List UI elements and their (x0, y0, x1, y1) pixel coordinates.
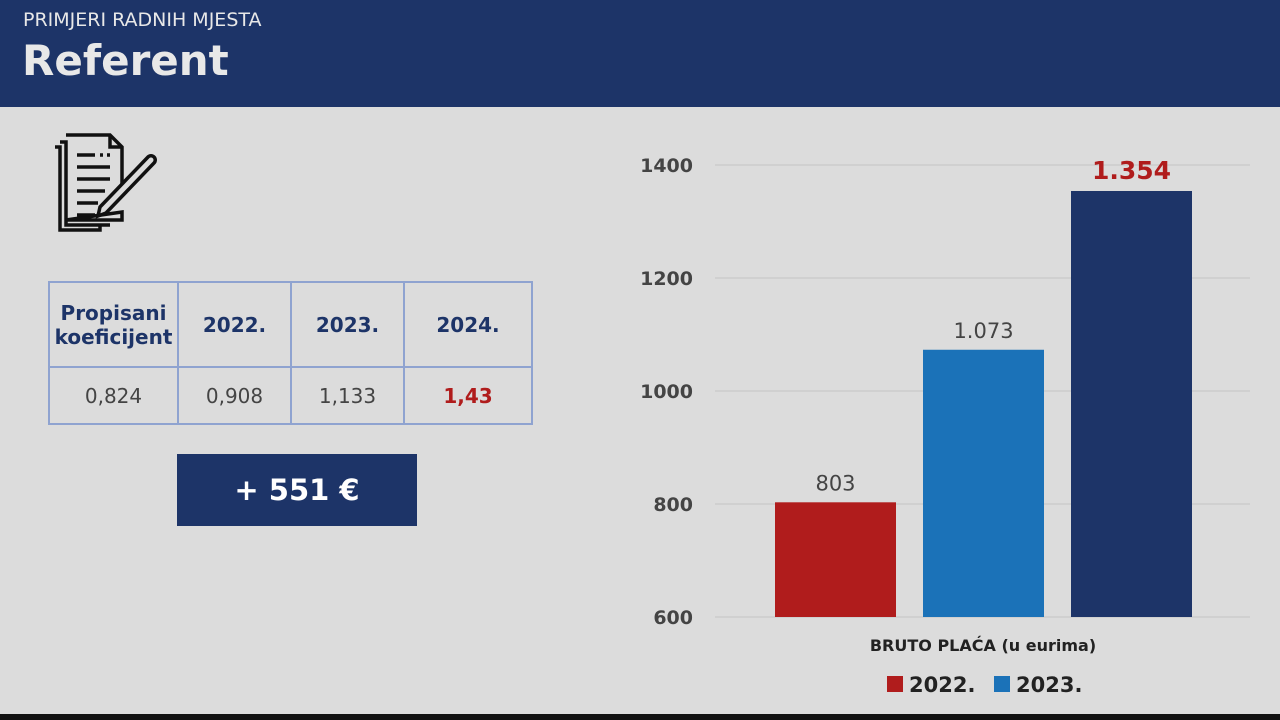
legend-label: 2022. (909, 673, 975, 697)
table-cell: 1,133 (290, 366, 405, 425)
document-pen-icon (55, 133, 157, 232)
y-tick-label: 1000 (640, 381, 693, 403)
data-label: 803 (815, 471, 855, 495)
table-header: 2023. (290, 281, 405, 368)
table-header: Propisani koeficijent (48, 281, 179, 368)
y-tick-label: 1400 (640, 155, 693, 177)
table-row: 0,824 0,908 1,133 1,43 (48, 366, 533, 425)
y-tick-label: 1200 (640, 268, 693, 290)
legend-swatch (887, 676, 903, 692)
table-header: 2024. (403, 281, 533, 368)
page-title: Referent (22, 36, 229, 85)
y-tick-label: 800 (653, 494, 693, 516)
bar-2022 (775, 502, 896, 617)
table-header-row: Propisani koeficijent 2022. 2023. 2024. (48, 281, 533, 368)
data-label: 1.354 (1092, 156, 1171, 185)
data-label: 1.073 (953, 319, 1013, 343)
legend-swatch (994, 676, 1010, 692)
header-subtitle: PRIMJERI RADNIH MJESTA (23, 9, 262, 31)
bar-2023 (923, 349, 1044, 617)
bottom-bar (0, 714, 1280, 720)
increase-badge: + 551 € (177, 454, 417, 526)
bar-2024 (1071, 190, 1192, 618)
table-cell: 0,824 (48, 366, 179, 425)
table-cell: 0,908 (177, 366, 292, 425)
x-axis-label: BRUTO PLAĆA (u eurima) (870, 636, 1096, 655)
legend-label: 2023. (1016, 673, 1082, 697)
y-tick-label: 600 (653, 607, 693, 629)
header: PRIMJERI RADNIH MJESTA Referent (0, 0, 1280, 107)
coefficient-table: Propisani koeficijent 2022. 2023. 2024. … (48, 281, 533, 425)
table-cell: 1,43 (403, 366, 533, 425)
table-header: 2022. (177, 281, 292, 368)
